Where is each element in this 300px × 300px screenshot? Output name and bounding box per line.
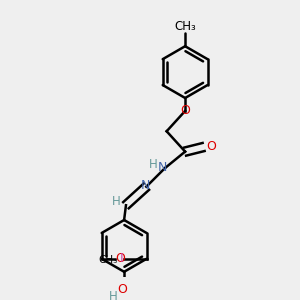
Text: CH₃: CH₃ — [174, 20, 196, 33]
Text: H: H — [111, 195, 120, 208]
Text: O: O — [206, 140, 216, 154]
Text: I: I — [120, 252, 124, 265]
Text: H: H — [109, 290, 117, 300]
Text: CH₃: CH₃ — [98, 255, 117, 265]
Text: N: N — [157, 161, 167, 174]
Text: H: H — [149, 158, 158, 171]
Text: O: O — [117, 283, 127, 296]
Text: O: O — [116, 252, 126, 265]
Text: O: O — [180, 104, 190, 117]
Text: N: N — [141, 179, 150, 192]
